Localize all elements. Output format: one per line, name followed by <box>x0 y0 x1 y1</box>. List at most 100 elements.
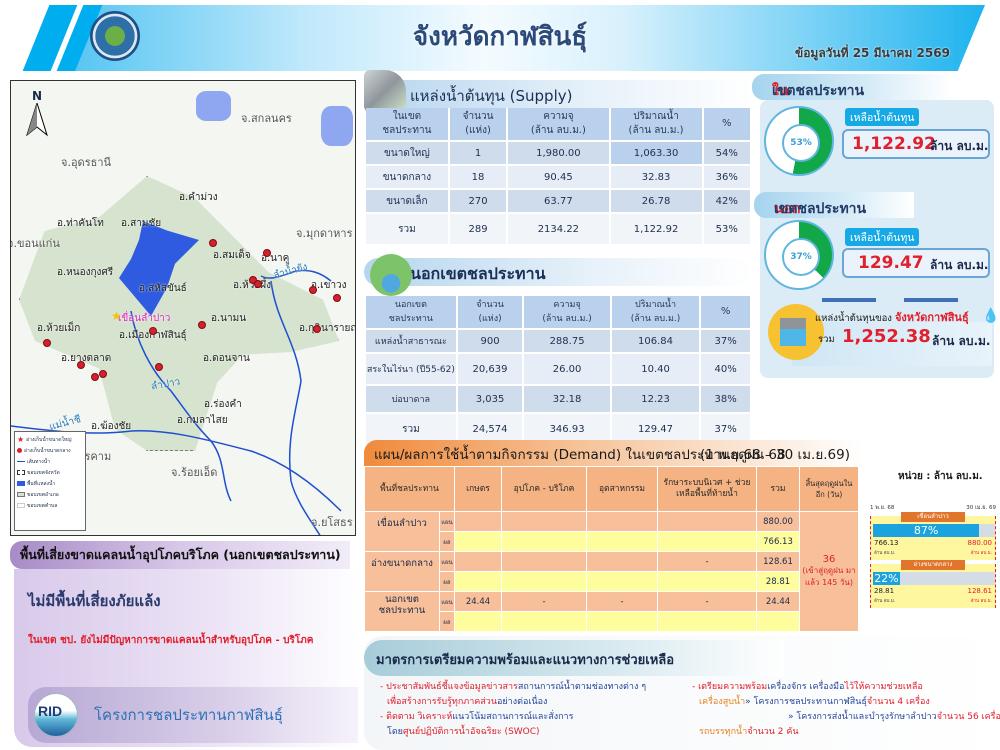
supply-header: แหล่งน้ำต้นทุน (Supply) <box>364 80 754 108</box>
map-label-district: อ.ยางตลาด <box>61 353 112 364</box>
rid-seal-icon <box>90 11 140 61</box>
table-header-row: ในเขต ชลประทาน จำนวน (แห่ง) ความจุ (ล้าน ลบ… <box>366 108 750 140</box>
reservoir-marker[interactable] <box>313 325 321 333</box>
reservoir-marker[interactable] <box>333 294 341 302</box>
map-label-district: อ.ห้วยผึ้ง <box>233 280 271 291</box>
reservoir-marker[interactable] <box>263 249 271 257</box>
legend-item: ★ อ่างเก็บน้ำขนาดใหญ่ <box>17 435 72 444</box>
total-sum-label: รวม <box>818 334 835 345</box>
table-row: นอกเขต ชลประทาน แผน 24.44 - - - 24.44 <box>365 592 858 631</box>
data-date: ข้อมูลวันที่ 25 มีนาคม 2569 <box>795 46 950 60</box>
water-drop-icon: 💧 <box>982 308 1000 324</box>
measures-panel: มาตรการเตรียมความพร้อมและแนวทางการช่วยเห… <box>364 636 1000 750</box>
map-label-district: อ.คำม่วง <box>179 192 218 203</box>
demand-header: แผน/ผลการใช้น้ำตามกิจกรรม (Demand) ในเขต… <box>364 440 864 466</box>
table-row: ผล 28.81 <box>365 572 858 591</box>
table-header-row: พื้นที่ชลประทาน เกษตร อุปโภค - บริโภค อุ… <box>365 467 858 511</box>
total-value: 1,252.38 <box>842 326 931 347</box>
reservoir-marker[interactable] <box>309 286 317 294</box>
map-legend: ★ อ่างเก็บน้ำขนาดใหญ่ อ่างเก็บน้ำขนาดกลาง… <box>14 431 86 531</box>
risk-status: ไม่มีพื้นที่เสี่ยงภัยแล้ง <box>28 592 161 610</box>
rid-logo-icon: RID <box>34 693 78 737</box>
outside-table: นอกเขต ชลประทาน จำนวน (แห่ง) ความจุ (ล้าน ล… <box>364 294 752 446</box>
progress-fill: 87% <box>873 524 980 537</box>
supply-table: ในเขต ชลประทาน จำนวน (แห่ง) ความจุ (ล้าน ลบ… <box>364 106 752 246</box>
outside-remaining-pill: เหลือน้ำต้นทุน <box>845 228 920 246</box>
reservoir-marker[interactable] <box>91 373 99 381</box>
start-date: 1 พ.ย. 68 <box>870 505 895 511</box>
reservoir-marker[interactable] <box>149 327 157 335</box>
blue-box-icon <box>17 481 25 486</box>
risk-body: ไม่มีพื้นที่เสี่ยงภัยแล้ง ในเขต ชป. ยังไ… <box>14 569 360 747</box>
table-total-row: รวม 289 2134.22 1,122.92 53% <box>366 214 750 244</box>
table-row: อ่างขนาดกลาง แผน - 128.61 <box>365 552 858 591</box>
outside-value-box: 129.47 ล้าน ลบ.ม. <box>842 248 990 278</box>
table-row: ผล 766.13 <box>365 532 858 551</box>
inside-value-box: 1,122.92 ล้าน ลบ.ม. <box>842 129 990 159</box>
map-label-district: อ.ดอนจาน <box>203 353 250 364</box>
measure-item: - ประชาสัมพันธ์ชี้แจงข้อมูลข่าวสารสถานกา… <box>380 682 647 692</box>
legend-item: ขอบเขตจังหวัด <box>17 467 83 478</box>
table-row: ขนาดใหญ่ 1 1,980.00 1,063.30 54% <box>366 142 750 164</box>
map-label-district: อ.สมเด็จ <box>213 250 251 261</box>
map-label-district: อ.สหัสขันธ์ <box>139 283 187 294</box>
dam-star-icon[interactable]: ★ <box>111 309 122 323</box>
organization-band: RID โครงการชลประทานกาฬสินธุ์ <box>28 687 358 743</box>
table-row: ขนาดกลาง 18 90.45 32.83 36% <box>366 166 750 188</box>
demand-period: (1 พ.ย.68 – 30 เม.ย.69) <box>700 447 850 463</box>
reservoir-marker[interactable] <box>43 339 51 347</box>
map-label-dam: เขื่อนลำปาว <box>118 313 171 324</box>
map-label-province: จ.อุดรธานี <box>61 156 112 169</box>
measure-item: » โครงการส่งน้ำและบำรุงรักษาลำปาวจำนวน 5… <box>788 712 1000 722</box>
map-label-district: อ.เขาวง <box>311 280 347 291</box>
red-dot-icon <box>17 448 22 453</box>
table-header-row: นอกเขต ชลประทาน จำนวน (แห่ง) ความจุ (ล้าน ล… <box>366 296 750 328</box>
total-unit: ล้าน ลบ.ม. <box>932 334 991 348</box>
reservoir-marker[interactable] <box>209 239 217 247</box>
drought-risk-panel: พื้นที่เสี่ยงขาดแคลนน้ำอุปโภคบริโภค (นอก… <box>10 538 360 750</box>
green-box-icon <box>17 492 25 497</box>
map-label-district: อ.ห้วยเม็ก <box>37 323 81 334</box>
summary-panel: 53% เหลือน้ำต้นทุน 1,122.92 ล้าน ลบ.ม. น… <box>754 100 999 378</box>
risk-header: พื้นที่เสี่ยงขาดแคลนน้ำอุปโภคบริโภค (นอก… <box>10 541 350 569</box>
map-label-province: จ.ร้อยเอ็ด <box>171 466 218 479</box>
table-row: ผล <box>365 612 858 631</box>
star-icon: ★ <box>17 435 25 444</box>
map-label-district: อ.กุฉินารายณ์ <box>299 323 356 334</box>
map-label-province: จ.สกลนคร <box>241 112 292 125</box>
inside-remaining-pill: เหลือน้ำต้นทุน <box>845 108 920 126</box>
lake <box>196 91 231 121</box>
north-arrow-icon: N <box>25 89 49 137</box>
header-band <box>75 5 985 71</box>
end-date: 30 เม.ย. 69 <box>966 505 996 511</box>
map-label-district: อ.กมลาไสย <box>177 415 228 426</box>
reservoir-marker[interactable] <box>155 363 163 371</box>
outside-summary-header: นอก เขตชลประทาน <box>754 192 914 218</box>
progress-medium: อ่างขนาดกลาง 22% 28.81 128.61 ล้าน ลบ.ม.… <box>870 560 996 608</box>
reservoir-marker[interactable] <box>254 280 262 288</box>
line-icon <box>17 461 25 462</box>
measure-item: โดยศูนย์ปฏิบัติการน้ำอัจฉริยะ (SWOC) <box>387 727 540 737</box>
map-label-province: จ.ยโสธร <box>311 516 353 529</box>
measure-item: เครื่องสูบน้ำ» โครงการชลประทานกาฬสินธุ์จ… <box>699 697 930 707</box>
progress-track: 22% <box>873 572 995 585</box>
measures-right: - เตรียมความพร้อมเครื่องจักร เครื่องมือไ… <box>692 680 1000 740</box>
reservoir-marker[interactable] <box>99 370 107 378</box>
legend-item: อ่างเก็บน้ำขนาดกลาง <box>17 445 83 456</box>
progress-lampao: เขื่อนลำปาว 87% 766.13 880.00 ล้าน ลบ.ม.… <box>870 512 996 560</box>
legend-item: ขอบเขตอำเภอ <box>17 489 83 500</box>
map-label-district: อ.นาคู <box>261 253 290 264</box>
organization-name: โครงการชลประทานกาฬสินธุ์ <box>94 706 283 724</box>
province-map[interactable]: N จ.อุดรธานี จ.สกลนคร จ.ขอนแก่น จ.มุกดาห… <box>10 80 356 536</box>
demand-table: พื้นที่ชลประทาน เกษตร อุปโภค - บริโภค อุ… <box>364 466 859 632</box>
river-icon <box>370 254 412 296</box>
total-label: แหล่งน้ำต้นทุนของ จังหวัดกาฬสินธุ์ <box>815 311 969 324</box>
days-remaining: 36 (เข้าสู่ฤดูฝน มาแล้ว 145 วัน) <box>800 512 858 631</box>
reservoir-marker[interactable] <box>198 321 206 329</box>
lake <box>321 106 353 146</box>
legend-item: ขอบเขตตำบล <box>17 500 83 511</box>
map-label-district: อ.เมืองกาฬสินธุ์ <box>119 330 187 341</box>
outside-header: นอกเขตชลประทาน <box>364 258 754 286</box>
map-label-province: จ.ขอนแก่น <box>10 237 60 250</box>
reservoir-marker[interactable] <box>77 361 85 369</box>
